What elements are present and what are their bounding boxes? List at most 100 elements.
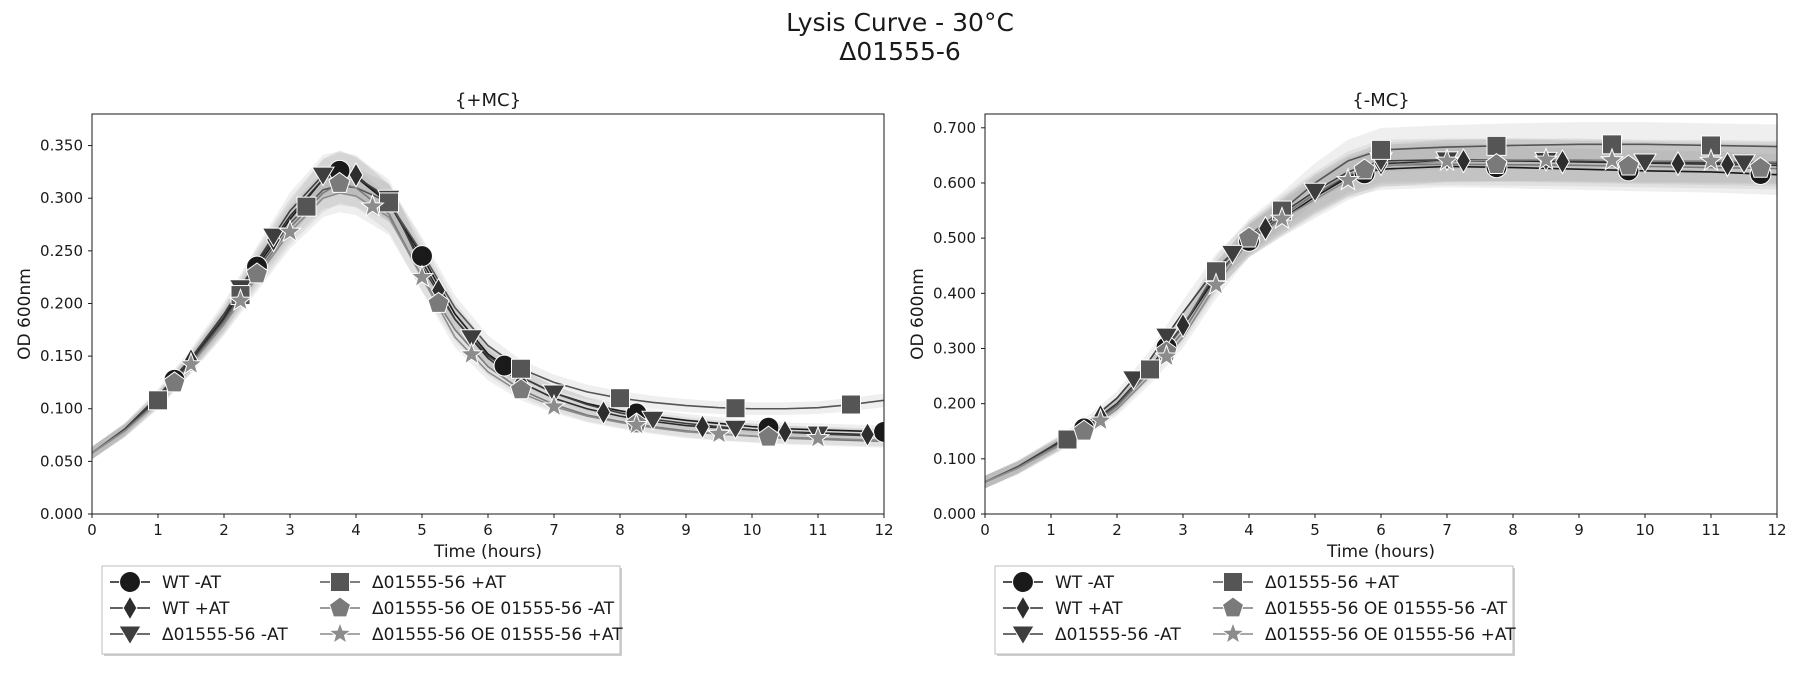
plot-frame <box>91 113 885 515</box>
y-tick-label: 0.300 <box>40 189 83 207</box>
x-tick-label: 10 <box>742 521 761 539</box>
data-point-01555-56-at <box>261 227 286 248</box>
data-point-01555-56-oe-01555-56-at <box>1533 146 1559 171</box>
x-tick-label: 11 <box>1701 521 1720 539</box>
figure-title-line2: Δ01555-6 <box>839 37 961 66</box>
x-axis-label: Time (hours) <box>1326 542 1435 562</box>
data-point-01555-56-oe-01555-56-at <box>624 412 649 436</box>
legend-entry-01555-56-at: Δ01555-56 +AT <box>1213 572 1399 593</box>
data-point-wt-at <box>1175 312 1191 339</box>
x-tick-label: 9 <box>681 521 691 539</box>
x-tick-label: 2 <box>1112 521 1122 539</box>
data-point-01555-56-oe-01555-56-at <box>228 287 253 312</box>
y-tick-label: 0.700 <box>933 119 976 137</box>
data-point-01555-56-oe-01555-56-at <box>509 378 533 400</box>
data-point-01555-56-oe-01555-56-at <box>706 421 732 445</box>
legend-label: WT -AT <box>162 573 222 593</box>
data-point-01555-56-oe-01555-56-at <box>541 393 567 418</box>
legend-label: Δ01555-56 OE 01555-56 +AT <box>372 625 623 645</box>
plot-area <box>985 122 1777 489</box>
data-point-wt-at <box>596 399 611 426</box>
figure-title-line1: Lysis Curve - 30°C <box>786 8 1014 37</box>
data-point-01555-56-oe-01555-56-at <box>1154 343 1179 368</box>
legend-marker-square <box>1223 572 1243 592</box>
y-tick-label: 0.100 <box>40 400 83 418</box>
data-point-01555-56-at <box>311 166 335 187</box>
legend-entry-wt-at: WT -AT <box>110 571 222 593</box>
data-point-01555-56-at <box>1057 429 1078 450</box>
data-point-01555-56-oe-01555-56-at <box>1335 167 1361 191</box>
legend-marker-circle <box>119 571 141 593</box>
data-point-01555-56-oe-01555-56-at <box>1749 156 1772 178</box>
x-tick-label: 1 <box>1046 521 1056 539</box>
legend-label: Δ01555-56 -AT <box>162 625 288 645</box>
legend-label: WT +AT <box>1055 599 1123 619</box>
legend-label: WT -AT <box>1055 573 1115 593</box>
data-point-01555-56-oe-01555-56-at <box>1599 147 1625 171</box>
data-point-01555-56-oe-01555-56-at <box>277 219 303 243</box>
data-point-01555-56-oe-01555-56-at <box>1237 226 1261 248</box>
legend-marker-pentagon <box>328 596 352 618</box>
data-point-01555-56-at <box>459 329 484 350</box>
confidence-band-01555-56-oe-01555-56-at <box>985 138 1777 489</box>
y-tick-label: 0.000 <box>40 505 83 523</box>
y-tick-label: 0.200 <box>40 294 83 312</box>
x-axis-label: Time (hours) <box>433 542 542 562</box>
x-tick-label: 4 <box>1244 521 1254 539</box>
y-tick-label: 0.250 <box>40 242 83 260</box>
confidence-band-01555-56-oe-01555-56-at <box>985 143 1777 489</box>
legend-marker-diamond <box>1015 595 1031 621</box>
data-point-01555-56-oe-01555-56-at <box>1485 152 1508 175</box>
y-tick-label: 0.300 <box>933 339 976 357</box>
data-point-01555-56-oe-01555-56-at <box>1353 158 1376 180</box>
legend-label: Δ01555-56 OE 01555-56 -AT <box>1265 599 1508 619</box>
legend-entry-01555-56-oe-01555-56-at: Δ01555-56 OE 01555-56 -AT <box>1213 596 1508 619</box>
data-point-wt-at <box>411 245 433 268</box>
series-line-wt-at <box>985 160 1777 483</box>
panel-minus-mc: {-MC}0 1 2 3 4 5 6 7 8 9 10 11 120.0000.1000.2000.30… <box>908 90 1787 656</box>
x-tick-label: 7 <box>1442 521 1452 539</box>
data-point-01555-56-at <box>296 196 317 217</box>
data-point-01555-56-at <box>379 192 399 213</box>
legend-box <box>994 565 1514 655</box>
confidence-band-01555-56-oe-01555-56-at <box>92 173 884 460</box>
panel-title: {-MC} <box>1352 90 1410 111</box>
panel-plus-mc: {+MC}0 1 2 3 4 5 6 7 8 9 10 11 120.0000.0500.1000.15… <box>15 90 894 656</box>
data-point-01555-56-at <box>1486 135 1507 156</box>
legend-entry-wt-at: WT -AT <box>1003 571 1115 593</box>
data-point-01555-56-at <box>725 398 746 419</box>
data-point-wt-at <box>1555 148 1570 175</box>
data-point-01555-56-at <box>1154 327 1179 348</box>
y-tick-label: 0.000 <box>933 505 976 523</box>
x-tick-label: 2 <box>219 521 229 539</box>
x-tick-label: 8 <box>1508 521 1518 539</box>
y-tick-label: 0.200 <box>933 395 976 413</box>
x-tick-label: 12 <box>874 521 893 539</box>
data-point-wt-at <box>860 421 875 448</box>
data-point-01555-56-oe-01555-56-at <box>459 341 484 365</box>
legend-entry-01555-56-oe-01555-56-at: Δ01555-56 OE 01555-56 +AT <box>320 621 623 645</box>
data-point-01555-56-oe-01555-56-at <box>1203 272 1229 296</box>
legend: WT -AT WT +AT Δ01555-56 -AT Δ01555-56 +AT Δ0… <box>101 565 623 656</box>
confidence-band-01555-56-at <box>985 138 1777 489</box>
legend-entry-01555-56-at: Δ01555-56 -AT <box>110 625 288 646</box>
data-point-wt-at <box>1720 151 1735 178</box>
legend-label: Δ01555-56 +AT <box>372 573 506 593</box>
legend-entry-01555-56-at: Δ01555-56 +AT <box>320 572 506 593</box>
data-point-01555-56-oe-01555-56-at <box>1269 205 1295 230</box>
confidence-band-wt-at <box>985 145 1777 489</box>
data-point-wt-at <box>1258 215 1273 242</box>
x-tick-label: 3 <box>285 521 295 539</box>
y-tick-label: 0.100 <box>933 450 976 468</box>
x-tick-label: 12 <box>1767 521 1786 539</box>
data-point-01555-56-at <box>511 358 531 379</box>
legend-marker-star <box>327 621 353 645</box>
legend-entry-01555-56-oe-01555-56-at: Δ01555-56 OE 01555-56 -AT <box>320 596 615 619</box>
legend-entry-wt-at: WT +AT <box>110 595 230 621</box>
data-point-01555-56-oe-01555-56-at <box>757 425 780 447</box>
legend-marker-star <box>1220 621 1246 645</box>
confidence-band-wt-at <box>985 139 1777 489</box>
series-line-01555-56-oe-01555-56-at <box>985 163 1777 483</box>
y-tick-label: 0.600 <box>933 174 976 192</box>
series-line-01555-56-at <box>985 143 1777 483</box>
